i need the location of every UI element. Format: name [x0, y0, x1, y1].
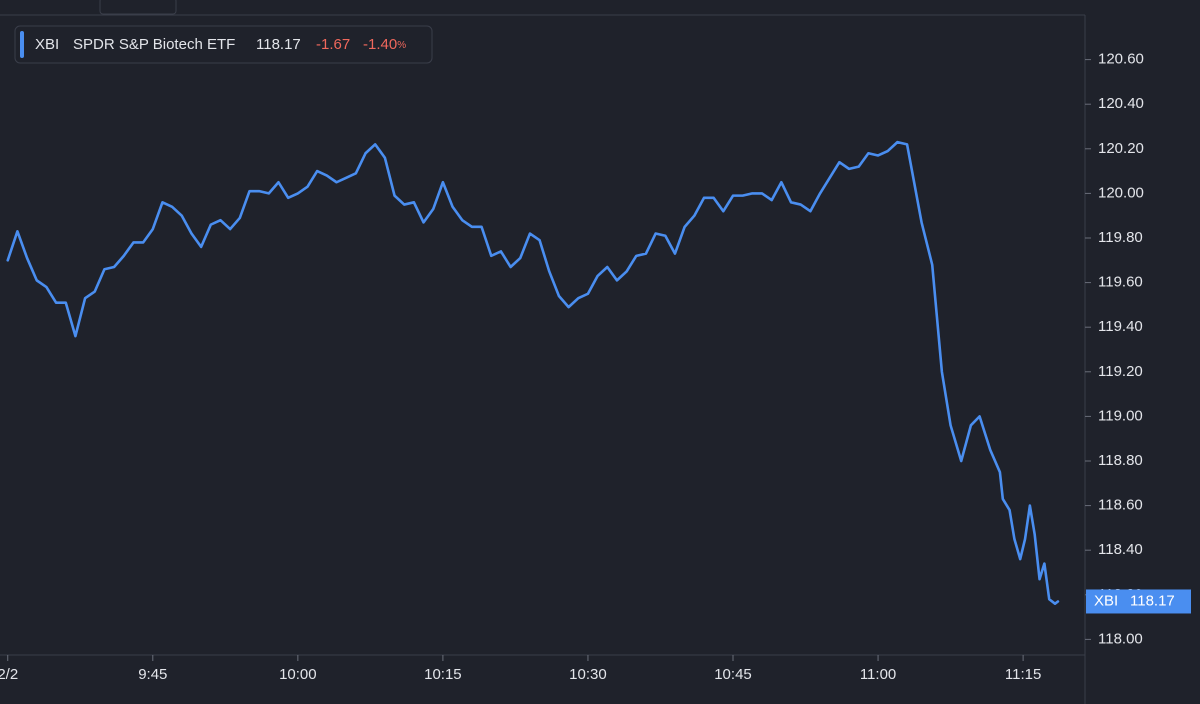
legend-swatch — [20, 31, 24, 58]
y-tick-label: 120.60 — [1098, 51, 1144, 68]
y-tick-label: 120.00 — [1098, 184, 1144, 201]
y-tick-label: 119.80 — [1098, 229, 1143, 246]
legend: XBI SPDR S&P Biotech ETF 118.17 -1.67 -1… — [14, 25, 433, 64]
y-tick-label: 118.00 — [1098, 630, 1143, 647]
x-tick-label: 10:00 — [279, 666, 317, 683]
y-tick-label: 119.20 — [1098, 363, 1143, 380]
legend-box — [14, 25, 433, 64]
y-tick-label: 118.60 — [1098, 497, 1143, 514]
legend-last: 118.17 — [256, 36, 301, 53]
price-line — [6, 140, 1060, 606]
legend-name: SPDR S&P Biotech ETF — [73, 36, 235, 53]
toolbar-tab — [99, 0, 177, 15]
price-tag-bg — [1086, 589, 1191, 614]
legend-change-pct: -1.40% — [363, 36, 406, 53]
legend-change-pct-value: -1.40 — [363, 36, 397, 53]
legend-symbol: XBI — [35, 36, 59, 53]
x-tick-label: 11:15 — [1005, 666, 1041, 683]
price-tag-value: 118.17 — [1130, 592, 1175, 609]
y-tick-label: 118.80 — [1098, 452, 1143, 469]
y-tick-label: 118.40 — [1098, 541, 1143, 558]
x-tick-label: 2/2 — [0, 666, 18, 683]
price-tag-name: XBI — [1094, 592, 1118, 609]
x-tick-label: 10:15 — [424, 666, 462, 683]
x-tick-label: 10:45 — [714, 666, 752, 683]
x-tick-label: 10:30 — [569, 666, 607, 683]
y-tick-label: 119.00 — [1098, 407, 1143, 424]
legend-pct-sign: % — [397, 40, 406, 51]
price-tag: XBI 118.17 — [1086, 589, 1191, 614]
y-tick-label: 120.20 — [1098, 140, 1144, 157]
y-tick-label: 120.40 — [1098, 95, 1144, 112]
legend-change: -1.67 — [316, 36, 350, 53]
y-tick-label: 119.40 — [1098, 318, 1143, 335]
x-tick-label: 9:45 — [138, 666, 167, 683]
y-tick-label: 119.60 — [1098, 274, 1143, 291]
x-tick-label: 11:00 — [860, 666, 896, 683]
